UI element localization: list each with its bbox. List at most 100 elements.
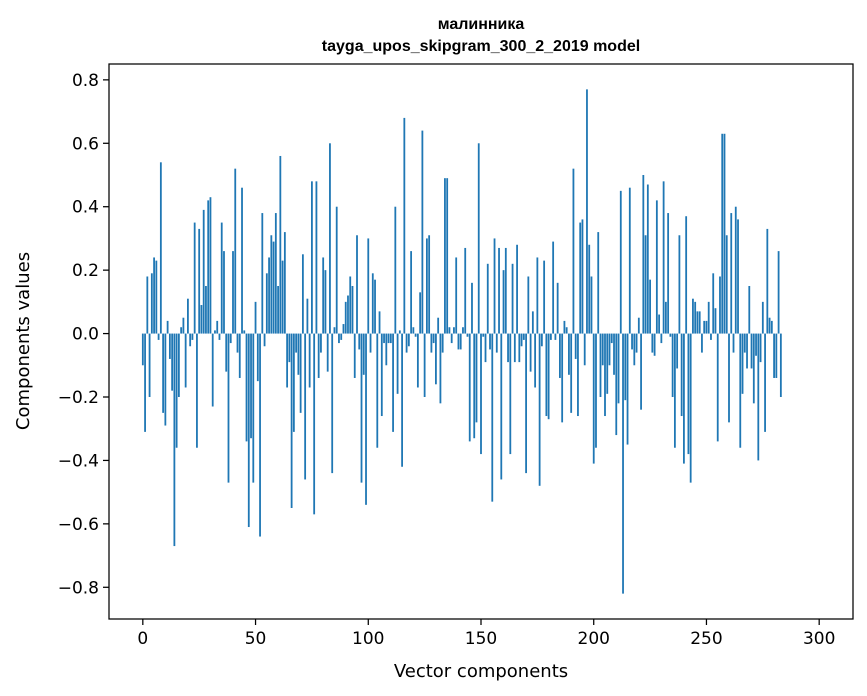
bar-60 <box>277 286 279 334</box>
y-tick-label: 0.2 <box>72 261 99 281</box>
bar-35 <box>220 222 223 334</box>
bar-218 <box>633 333 636 366</box>
bar-171 <box>527 276 530 334</box>
bar-0 <box>141 333 144 366</box>
bar-118 <box>407 333 410 347</box>
bar-258 <box>723 133 726 334</box>
bar-122 <box>416 333 419 388</box>
bar-145 <box>468 333 471 442</box>
bar-61 <box>279 155 282 334</box>
bar-30 <box>209 197 212 334</box>
bar-50 <box>254 301 257 334</box>
bar-248 <box>701 333 703 353</box>
bar-172 <box>529 333 532 372</box>
bar-188 <box>565 327 568 334</box>
bar-163 <box>509 333 512 455</box>
bar-141 <box>459 333 462 350</box>
bar-99 <box>365 333 367 505</box>
bar-185 <box>559 333 561 378</box>
bar-34 <box>218 333 221 340</box>
bar-256 <box>719 276 721 334</box>
bar-8 <box>159 162 162 334</box>
bar-270 <box>750 333 753 369</box>
bar-179 <box>545 333 548 417</box>
bar-182 <box>552 241 555 334</box>
bar-262 <box>732 333 735 353</box>
bar-136 <box>448 327 451 334</box>
bar-200 <box>592 333 595 464</box>
bar-140 <box>457 333 460 350</box>
bar-134 <box>444 178 446 334</box>
bar-217 <box>631 333 633 350</box>
bar-150 <box>480 333 482 455</box>
bar-246 <box>696 311 699 334</box>
bar-205 <box>604 333 606 417</box>
bar-95 <box>356 235 358 334</box>
bar-261 <box>730 213 733 334</box>
bar-55 <box>265 273 268 334</box>
bar-224 <box>646 184 649 334</box>
bar-97 <box>360 333 363 483</box>
bar-177 <box>540 333 543 347</box>
bar-281 <box>775 333 778 378</box>
bar-5 <box>153 257 155 334</box>
y-tick-label: −0.6 <box>58 515 99 535</box>
bar-31 <box>211 333 214 407</box>
bar-107 <box>383 333 385 344</box>
bar-170 <box>525 333 527 474</box>
bar-192 <box>574 333 577 359</box>
bar-96 <box>358 333 361 350</box>
bar-252 <box>710 333 712 340</box>
bar-223 <box>644 235 647 334</box>
bar-103 <box>374 279 376 334</box>
bar-104 <box>376 333 379 448</box>
bar-64 <box>286 333 289 388</box>
bar-173 <box>531 311 534 334</box>
bar-184 <box>556 282 559 334</box>
bar-119 <box>410 251 413 334</box>
bar-7 <box>157 333 160 340</box>
bar-156 <box>493 238 496 334</box>
bar-28 <box>205 286 207 334</box>
bar-51 <box>256 333 259 382</box>
bar-135 <box>446 178 449 334</box>
bar-76 <box>313 333 316 515</box>
bar-168 <box>520 333 523 347</box>
bar-263 <box>734 206 737 334</box>
bar-247 <box>698 311 701 334</box>
bar-25 <box>198 228 201 334</box>
bar-269 <box>748 286 751 334</box>
x-axis-label: Vector components <box>394 661 568 682</box>
bar-106 <box>380 333 383 417</box>
bar-251 <box>707 301 710 334</box>
bar-199 <box>590 276 593 334</box>
bar-234 <box>669 333 672 337</box>
bar-211 <box>617 333 620 404</box>
bar-209 <box>613 333 615 375</box>
bar-54 <box>263 333 266 347</box>
bar-123 <box>419 292 422 334</box>
bar-15 <box>175 333 178 448</box>
bar-68 <box>295 333 298 353</box>
bar-10 <box>164 333 167 426</box>
bar-159 <box>500 333 503 480</box>
bar-2 <box>146 276 149 334</box>
bar-260 <box>728 333 730 423</box>
bar-275 <box>761 301 764 334</box>
bar-49 <box>252 333 255 483</box>
bar-249 <box>703 320 706 334</box>
bar-148 <box>475 333 478 423</box>
x-axis-ticks: 0 50 100 150 200 250 300 <box>137 619 835 649</box>
x-tick-label: 250 <box>690 629 722 649</box>
bar-58 <box>272 241 275 334</box>
bar-111 <box>392 333 394 432</box>
bar-127 <box>428 235 431 334</box>
bar-147 <box>473 333 476 439</box>
bar-series <box>141 89 782 594</box>
chart-title: малинника <box>438 16 525 33</box>
bar-48 <box>250 333 252 439</box>
bar-108 <box>385 333 388 366</box>
bar-18 <box>182 317 185 334</box>
bar-277 <box>766 228 769 334</box>
